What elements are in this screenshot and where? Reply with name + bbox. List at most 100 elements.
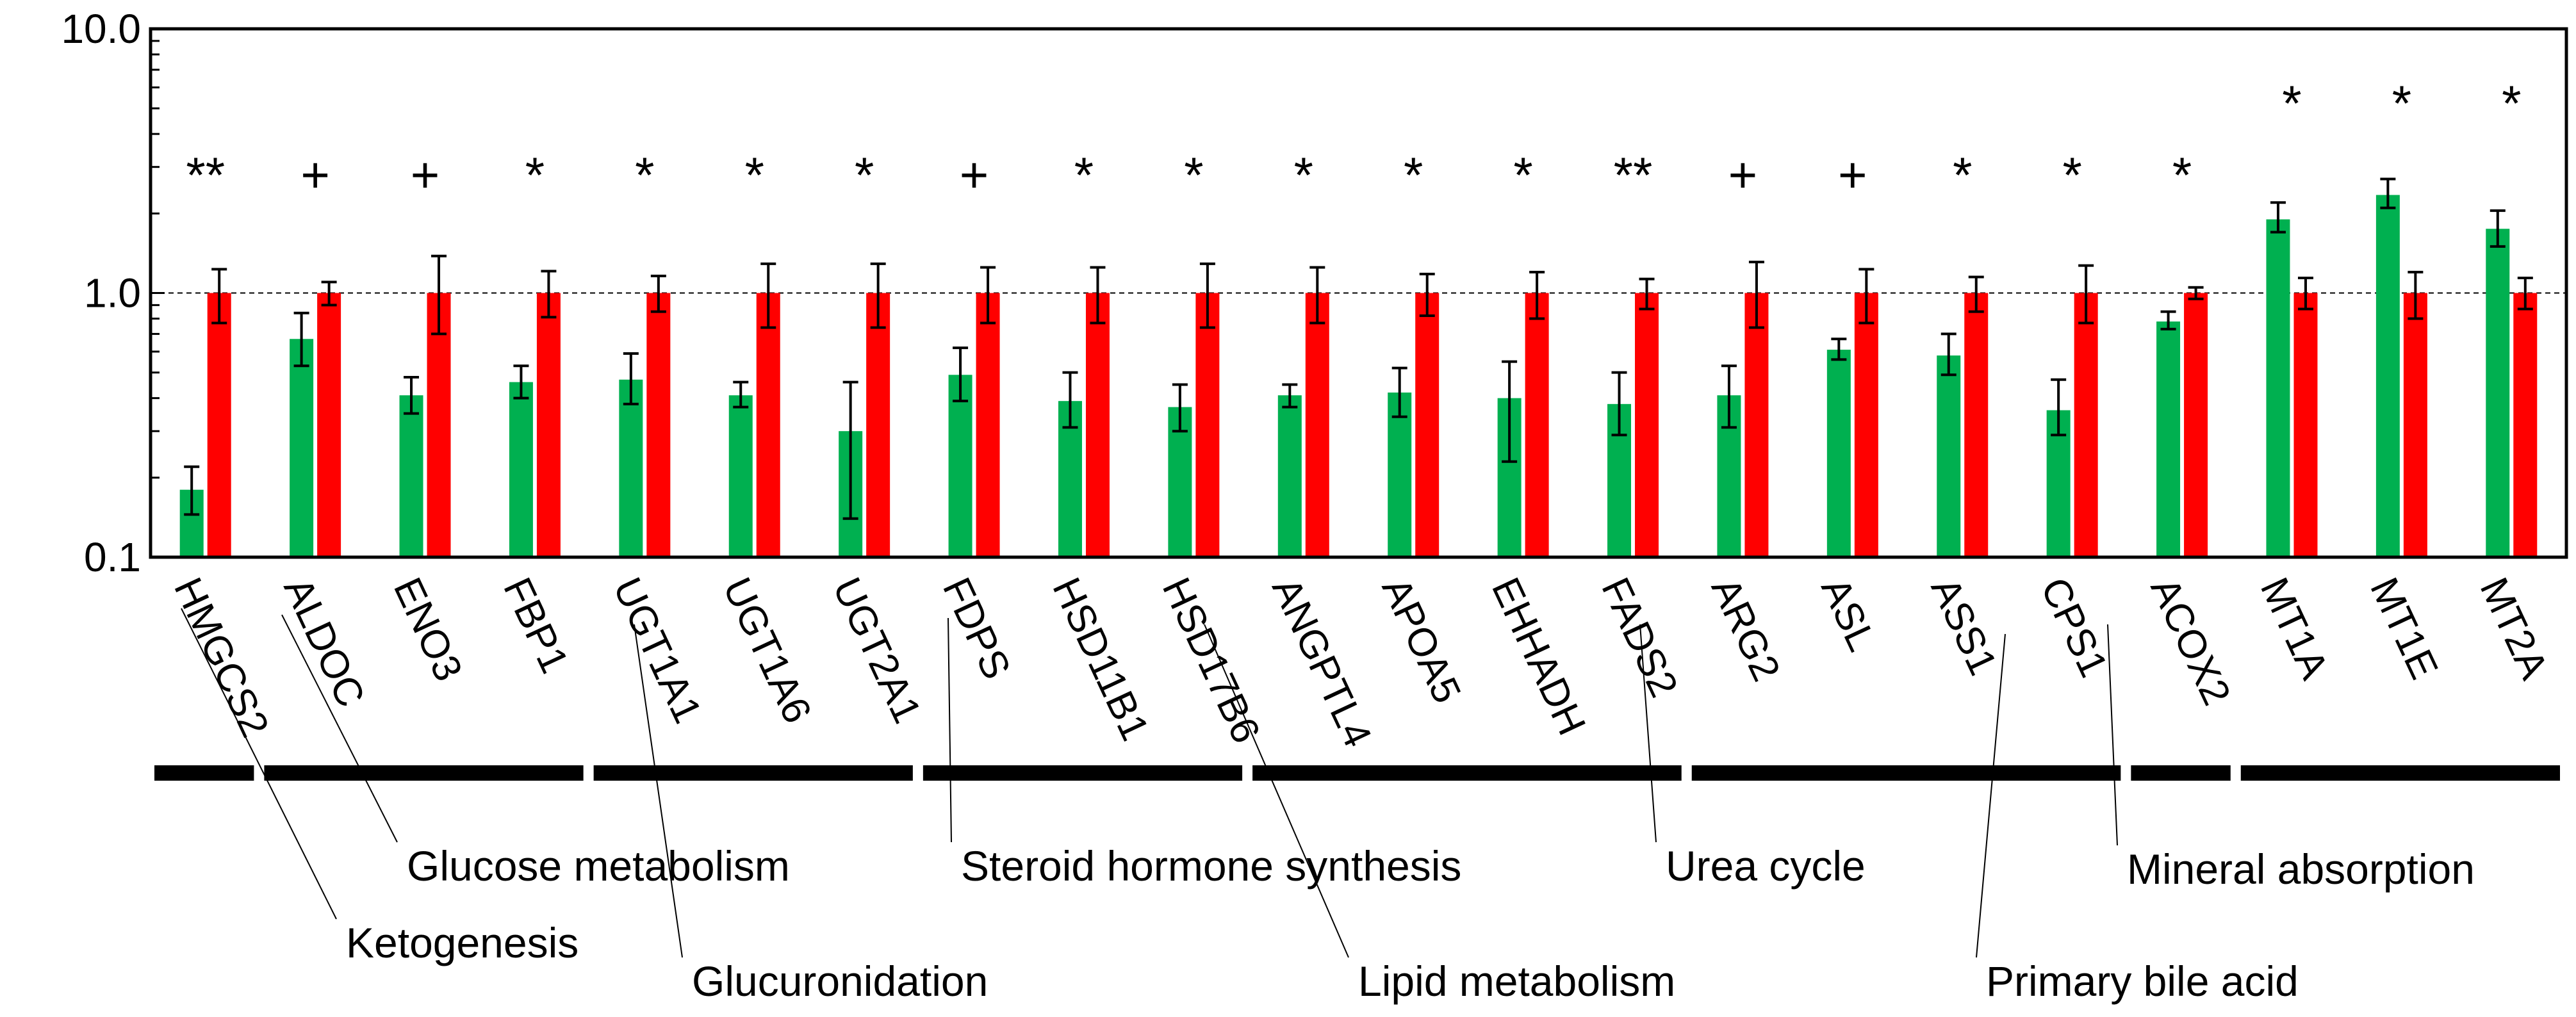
group-label: Ketogenesis: [346, 919, 578, 966]
error-bar-red-ugt2a1: [870, 262, 886, 329]
bar-green-mt1e: [2375, 195, 2400, 557]
bar-green-eno3: [399, 395, 423, 557]
significance-marker: *: [635, 147, 654, 203]
pathway-groups: Ketogenesis Glucose metabolism Glucuronida…: [154, 608, 2560, 1005]
y-axis: 10.0 1.0 0.1: [61, 6, 165, 580]
error-bar-green-hsd17b6: [1172, 383, 1188, 433]
gene-label-hsd11b1: HSD11B1: [1044, 571, 1157, 747]
significance-marker: *: [745, 147, 764, 203]
significance-marker: *: [1953, 147, 1972, 203]
error-bar-green-fads2: [1611, 371, 1627, 437]
significance-marker: +: [1838, 147, 1867, 203]
gene-label-cps1: CPS1: [2032, 571, 2116, 684]
bar-green-fdps: [948, 375, 972, 557]
group-leader-line: [1204, 624, 1349, 958]
bar-red-asl: [1854, 293, 1878, 557]
group-label: Lipid metabolism: [1358, 957, 1675, 1005]
group-mineral-absorption: Mineral absorption: [2107, 624, 2560, 893]
error-bar-green-apoa5: [1391, 366, 1407, 418]
significance-marker: +: [300, 147, 330, 203]
error-bar-green-mt1e: [2380, 177, 2396, 209]
gene-label-hsd17b6: HSD17B6: [1154, 571, 1268, 750]
significance-marker: *: [2282, 75, 2301, 131]
significance-marker: *: [525, 147, 545, 203]
significance-marker: *: [1513, 147, 1532, 203]
bar-green-acox2: [2156, 321, 2181, 557]
group-leader-line: [1976, 633, 2006, 958]
error-bar-red-acox2: [2188, 286, 2204, 300]
gene-label-asl: ASL: [1812, 571, 1884, 658]
significance-marker: +: [411, 147, 440, 203]
significance-marker: **: [1614, 147, 1653, 203]
error-bar-red-cps1: [2078, 264, 2094, 325]
significance-marker: *: [2502, 75, 2521, 131]
error-bar-red-ugt1a1: [650, 274, 666, 313]
gene-label-arg2: ARG2: [1703, 571, 1789, 688]
gene-label-fdps: FDPS: [934, 571, 1019, 686]
bar-red-apoa5: [1415, 293, 1440, 557]
error-bar-green-arg2: [1721, 364, 1737, 429]
error-bar-green-hmgcs2: [184, 465, 200, 516]
bar-green-mt2a: [2486, 229, 2510, 557]
error-bar-green-mt1a: [2270, 201, 2286, 234]
error-bar-green-angptl4: [1282, 383, 1298, 409]
bar-green-fbp1: [509, 382, 533, 557]
bar-red-angptl4: [1305, 293, 1329, 557]
error-bar-red-apoa5: [1419, 272, 1435, 318]
bar-red-eno3: [427, 293, 451, 557]
y-tick-label: 0.1: [84, 534, 141, 580]
error-bar-red-mt2a: [2517, 277, 2533, 311]
bar-green-ugt1a6: [728, 395, 753, 557]
error-bar-red-ugt1a6: [760, 262, 776, 329]
significance-marker: *: [1184, 147, 1203, 203]
error-bar-green-fdps: [953, 346, 969, 403]
group-label: Glucose metabolism: [407, 842, 790, 890]
bar-red-mt1a: [2293, 293, 2318, 557]
group-glucuronidation: Glucuronidation: [593, 624, 988, 1005]
bar-green-angptl4: [1277, 395, 1302, 557]
error-bar-red-ehhadh: [1529, 270, 1545, 320]
gene-label-mt2a: MT2A: [2472, 571, 2557, 687]
plot-area: [149, 27, 2568, 559]
bar-red-fdps: [976, 293, 1000, 557]
gene-label-eno3: ENO3: [385, 571, 471, 688]
y-tick-label: 1.0: [84, 270, 141, 316]
error-bar-red-ass1: [1968, 275, 1984, 313]
group-leader-line: [948, 617, 952, 843]
significance-marker: *: [2392, 75, 2411, 131]
bar-green-asl: [1826, 350, 1851, 557]
gene-label-ass1: ASS1: [1923, 571, 2006, 682]
error-bar-red-angptl4: [1309, 266, 1325, 325]
error-bar-green-ugt2a1: [842, 380, 858, 520]
gene-label-ugt1a1: UGT1A1: [605, 571, 710, 730]
group-leader-line: [181, 608, 337, 920]
gene-label-ugt1a6: UGT1A6: [714, 571, 819, 730]
gene-label-aldoc: ALDOC: [275, 571, 373, 714]
gene-label-acox2: ACOX2: [2142, 571, 2238, 712]
gene-label-mt1a: MT1A: [2252, 571, 2337, 687]
error-bar-green-aldoc: [293, 311, 309, 368]
group-lipid-metabolism: Lipid metabolism: [1204, 624, 1682, 1005]
error-bar-green-cps1: [2051, 378, 2067, 437]
significance-markers: ** + + * * * * + * * * * * ** + + * * ** * *: [186, 75, 2521, 203]
bar-red-aldoc: [317, 293, 341, 557]
error-bar-red-hsd17b6: [1199, 262, 1215, 329]
bar-red-ugt1a1: [646, 293, 671, 557]
significance-marker: *: [2062, 147, 2081, 203]
error-bar-green-asl: [1831, 338, 1847, 361]
y-tick-label: 10.0: [61, 6, 141, 52]
group-ketogenesis: Ketogenesis: [154, 608, 578, 966]
error-bar-red-aldoc: [321, 281, 337, 307]
error-bar-red-hmgcs2: [211, 268, 227, 325]
error-bar-green-ehhadh: [1502, 360, 1518, 463]
bar-green-ass1: [1937, 355, 1961, 557]
group-label: Glucuronidation: [692, 957, 988, 1005]
group-steroid-hormone-synthesis: Steroid hormone synthesis: [923, 617, 1461, 890]
bar-green-mt1a: [2266, 219, 2290, 557]
gene-label-hmgcs2: HMGCS2: [165, 571, 277, 744]
significance-marker: *: [1074, 147, 1094, 203]
bar-red-fads2: [1635, 293, 1659, 557]
error-bar-green-ugt1a6: [733, 380, 749, 409]
